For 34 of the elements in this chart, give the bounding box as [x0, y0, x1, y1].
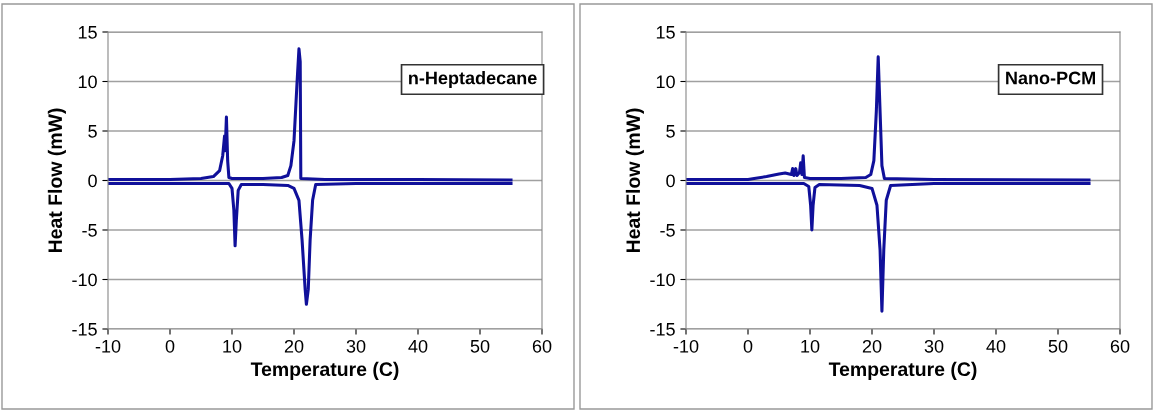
- annotation: Nano-PCM: [1006, 71, 1095, 85]
- y-axis-title: Heat Flow (mW): [625, 108, 644, 253]
- x-tick-label: 50: [470, 339, 490, 353]
- y-tick-label: 15: [656, 26, 675, 39]
- x-tick-label: 40: [408, 339, 428, 353]
- x-tick-label: 10: [223, 339, 242, 353]
- x-tick-label: 0: [743, 339, 753, 353]
- x-tick-label: 40: [986, 339, 1006, 353]
- x-tick-label: 0: [165, 339, 175, 353]
- x-axis-title: Temperature (C): [828, 361, 977, 380]
- y-tick-label: -10: [650, 273, 675, 287]
- x-tick-label: 20: [284, 339, 304, 353]
- x-tick-label: 20: [862, 339, 882, 353]
- y-tick-label: 5: [666, 125, 675, 138]
- x-tick-label: 10: [801, 339, 820, 353]
- y-tick-label: -15: [72, 323, 97, 336]
- x-tick-label: 30: [346, 339, 366, 353]
- y-tick-label: 15: [78, 26, 97, 39]
- annotation: n-Heptadecane: [409, 71, 537, 88]
- y-tick-label: -5: [660, 224, 675, 237]
- y-tick-label: 5: [88, 125, 97, 138]
- y-tick-label: 10: [656, 75, 675, 89]
- y-tick-label: -15: [650, 323, 675, 336]
- y-tick-label: -5: [82, 224, 97, 237]
- y-tick-label: 0: [88, 174, 97, 188]
- y-tick-label: 10: [78, 75, 97, 89]
- y-tick-label: 0: [666, 174, 675, 188]
- y-tick-label: -10: [72, 273, 97, 287]
- y-axis-title: Heat Flow (mW): [47, 108, 66, 253]
- x-tick-label: 30: [924, 339, 944, 353]
- x-tick-label: 50: [1048, 339, 1068, 353]
- x-tick-label: 60: [1110, 339, 1130, 353]
- x-axis-title: Temperature (C): [250, 361, 399, 380]
- x-tick-label: 60: [532, 339, 552, 353]
